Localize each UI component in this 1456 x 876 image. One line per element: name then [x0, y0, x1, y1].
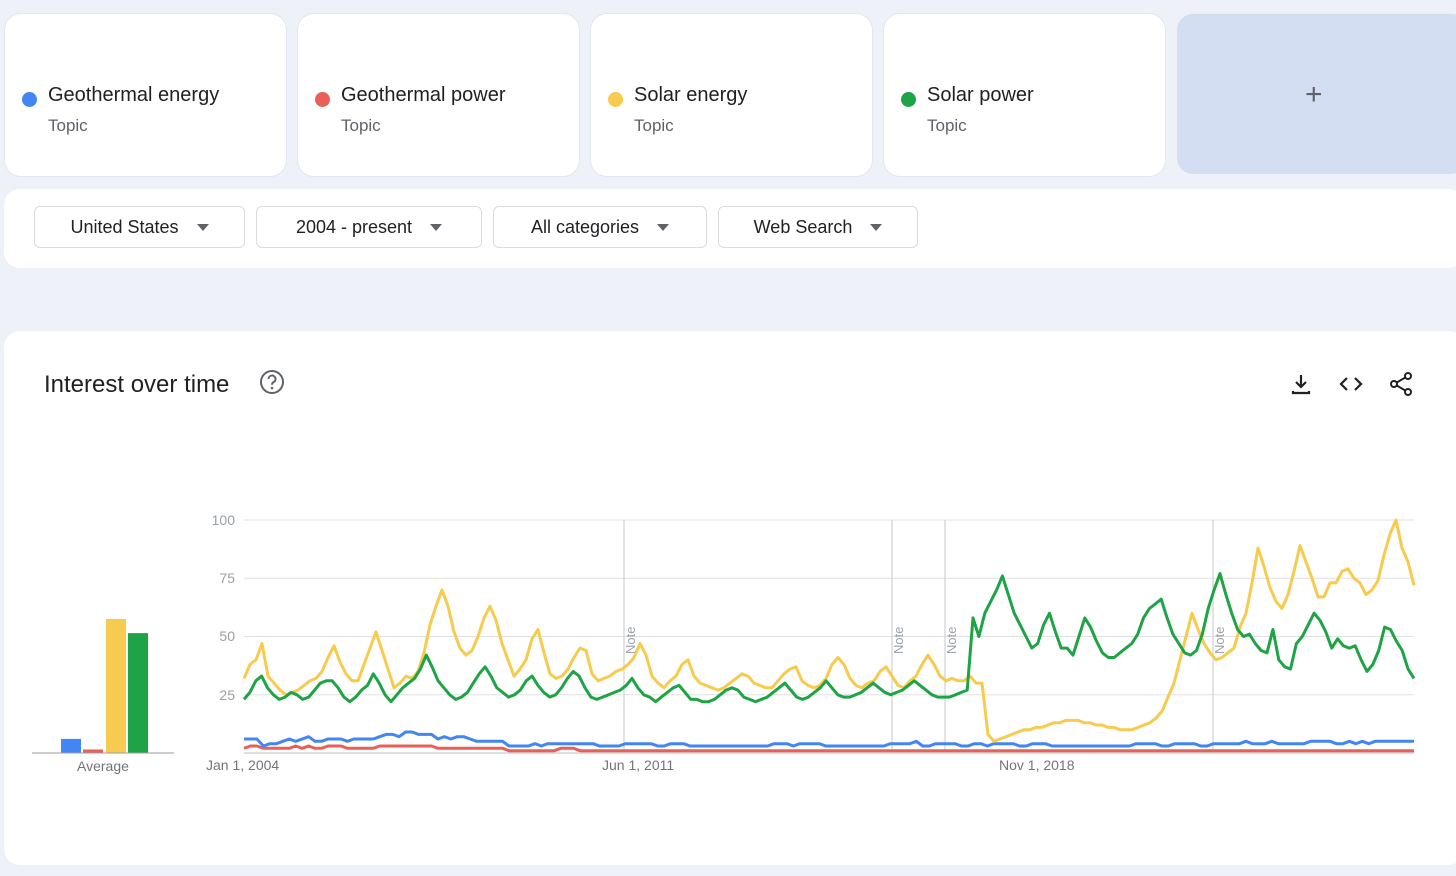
- average-bar-solar-energy[interactable]: [106, 619, 126, 753]
- plus-icon: +: [1305, 78, 1323, 111]
- term-type: Topic: [927, 116, 967, 135]
- note-marker[interactable]: Note: [1212, 626, 1227, 654]
- interest-over-time-panel: Interest over time Average 100 75 50 25 …: [4, 331, 1456, 865]
- y-tick-label: 100: [211, 512, 235, 528]
- category-dropdown[interactable]: All categories: [493, 206, 707, 248]
- region-label: United States: [70, 216, 179, 237]
- term-card-solar-power[interactable]: Solar power Topic: [884, 14, 1165, 176]
- average-label: Average: [77, 758, 129, 774]
- search-type-label: Web Search: [753, 216, 853, 237]
- x-tick-label: Nov 1, 2018: [999, 757, 1075, 773]
- term-type: Topic: [341, 116, 381, 135]
- term-name[interactable]: Geothermal energy: [48, 84, 220, 106]
- panel-title: Interest over time: [44, 371, 230, 398]
- y-tick-label: 75: [219, 570, 235, 586]
- filter-bar: United States 2004 - present All categor…: [4, 189, 1456, 268]
- category-label: All categories: [530, 216, 640, 237]
- average-bar-geothermal-energy[interactable]: [61, 738, 81, 753]
- time-range-dropdown[interactable]: 2004 - present: [256, 206, 482, 248]
- series-color-dot: [608, 92, 623, 107]
- term-card-geothermal-power[interactable]: Geothermal power Topic: [298, 14, 579, 176]
- download-icon[interactable]: [1288, 371, 1314, 397]
- series-line-geothermal-energy[interactable]: [244, 730, 1414, 748]
- y-tick-label: 50: [219, 628, 235, 644]
- term-name[interactable]: Solar power: [927, 84, 1034, 106]
- caret-down-icon: [657, 223, 670, 231]
- embed-code-icon[interactable]: [1338, 371, 1364, 397]
- series-color-dot: [22, 92, 37, 107]
- note-marker[interactable]: Note: [623, 626, 638, 654]
- share-icon[interactable]: [1388, 371, 1414, 397]
- add-comparison-button[interactable]: +: [1177, 14, 1456, 174]
- series-line-solar-power[interactable]: [242, 572, 1416, 704]
- interest-line-chart[interactable]: [199, 506, 1429, 766]
- caret-down-icon: [870, 223, 883, 231]
- average-bar-solar-power[interactable]: [128, 633, 148, 753]
- term-type: Topic: [634, 116, 674, 135]
- y-tick-label: 25: [219, 687, 235, 703]
- time-range-label: 2004 - present: [295, 216, 413, 237]
- term-card-geothermal-energy[interactable]: Geothermal energy Topic: [5, 14, 286, 176]
- caret-down-icon: [430, 223, 443, 231]
- series-color-dot: [315, 92, 330, 107]
- x-tick-label: Jan 1, 2004: [206, 757, 280, 773]
- term-type: Topic: [48, 116, 88, 135]
- series-line-geothermal-power[interactable]: [243, 744, 1414, 753]
- term-card-solar-energy[interactable]: Solar energy Topic: [591, 14, 872, 176]
- average-bar-geothermal-power[interactable]: [83, 749, 103, 753]
- average-bar-chart: [32, 619, 174, 754]
- term-name[interactable]: Solar energy: [634, 84, 748, 106]
- series-color-dot: [901, 92, 916, 107]
- search-type-dropdown[interactable]: Web Search: [718, 206, 918, 248]
- series-line-solar-energy[interactable]: [242, 518, 1416, 743]
- caret-down-icon: [196, 223, 209, 231]
- note-marker[interactable]: Note: [891, 626, 906, 654]
- term-name[interactable]: Geothermal power: [341, 84, 506, 106]
- region-dropdown[interactable]: United States: [34, 206, 245, 248]
- note-marker[interactable]: Note: [944, 626, 959, 654]
- help-circle-icon[interactable]: [259, 369, 285, 395]
- x-tick-label: Jun 1, 2011: [602, 757, 675, 773]
